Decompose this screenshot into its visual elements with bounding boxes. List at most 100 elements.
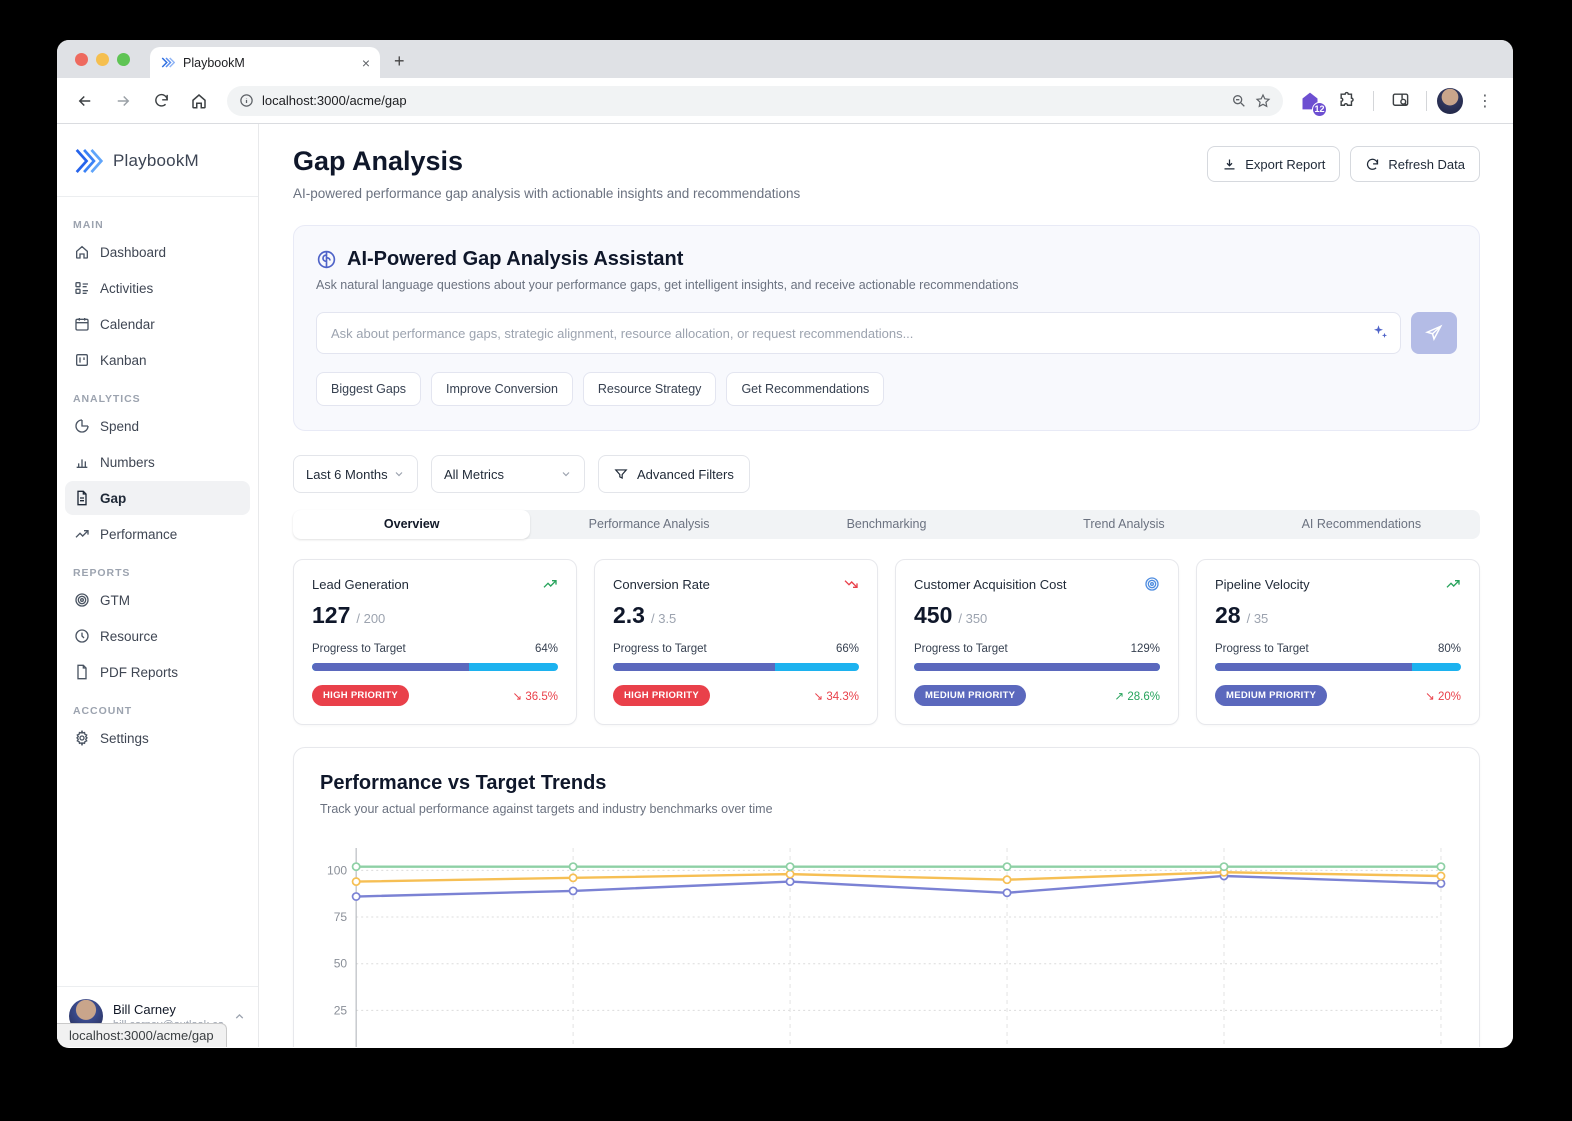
url-text[interactable]: localhost:3000/acme/gap <box>262 93 407 108</box>
advanced-filters-label: Advanced Filters <box>637 466 734 482</box>
export-report-button[interactable]: Export Report <box>1207 146 1341 182</box>
refresh-data-label: Refresh Data <box>1388 156 1465 172</box>
app-logo[interactable]: PlaybookM <box>57 124 258 197</box>
main-content: Gap Analysis AI-powered performance gap … <box>259 124 1513 1047</box>
tab-benchmarking[interactable]: Benchmarking <box>846 517 927 531</box>
sidebar-item-settings[interactable]: Settings <box>65 721 250 755</box>
refresh-data-button[interactable]: Refresh Data <box>1350 146 1480 182</box>
download-icon <box>1224 159 1235 169</box>
purple-extension-icon[interactable]: 12 <box>1295 86 1327 117</box>
extension-badge: 12 <box>1312 101 1327 117</box>
tab-performance-analysis[interactable]: Performance Analysis <box>588 517 710 531</box>
clock-icon <box>75 629 89 643</box>
browser-tab[interactable]: PlaybookM × <box>150 47 380 78</box>
change-indicator: ↘ 36.5% <box>512 690 558 703</box>
trending-down-icon <box>844 580 858 588</box>
sidebar-item-calendar[interactable]: Calendar <box>65 307 250 341</box>
zoom-out-icon[interactable] <box>1231 93 1247 109</box>
close-window-button[interactable] <box>75 53 88 66</box>
sidebar-item-numbers[interactable]: Numbers <box>65 445 250 479</box>
forward-icon[interactable] <box>107 85 139 117</box>
sidebar-item-label: Gap <box>100 490 127 506</box>
progress-label: Progress to Target <box>914 643 1008 655</box>
search-tabs-panel-icon[interactable] <box>1384 85 1416 117</box>
user-name: Bill Carney <box>113 1001 176 1017</box>
new-tab-button[interactable]: + <box>394 51 405 71</box>
metric-value: 127 <box>312 602 351 628</box>
sidebar-item-gtm[interactable]: GTM <box>65 583 250 617</box>
nav-section-label: MAIN <box>73 219 104 231</box>
tab-overview[interactable]: Overview <box>293 510 531 539</box>
tab-ai-recommendations[interactable]: AI Recommendations <box>1301 517 1422 531</box>
metric-target: / 35 <box>1246 611 1269 626</box>
home-icon[interactable] <box>183 85 215 117</box>
window-controls[interactable] <box>75 53 130 66</box>
metric-cards: Lead Generation 127 / 200 Progress to Ta… <box>293 559 1480 725</box>
progress-bar <box>914 663 1160 671</box>
trending-up-icon <box>1446 580 1460 588</box>
tab-trend-analysis[interactable]: Trend Analysis <box>1083 517 1165 531</box>
priority-badge: MEDIUM PRIORITY <box>914 685 1027 706</box>
metric-value: 450 <box>914 602 953 628</box>
metrics-select[interactable]: All Metrics <box>431 455 585 493</box>
back-icon[interactable] <box>69 85 101 117</box>
url-bar[interactable]: localhost:3000/acme/gap <box>227 85 1283 116</box>
change-indicator: ↘ 34.3% <box>813 690 859 703</box>
fullscreen-window-button[interactable] <box>117 53 130 66</box>
chip-resource-strategy[interactable]: Resource Strategy <box>582 372 717 406</box>
chip-biggest-gaps[interactable]: Biggest Gaps <box>316 372 422 406</box>
bookmark-star-icon[interactable] <box>1255 93 1271 109</box>
send-button[interactable] <box>1411 312 1457 354</box>
svg-text:75: 75 <box>334 910 348 924</box>
metric-target: / 3.5 <box>650 611 677 626</box>
metric-value: 28 <box>1215 602 1241 628</box>
site-info-icon[interactable] <box>239 93 254 108</box>
nav-section-label: ACCOUNT <box>73 705 133 717</box>
sidebar-item-label: GTM <box>100 592 130 608</box>
extensions-puzzle-icon[interactable] <box>1331 85 1363 117</box>
chart-subtitle: Track your actual performance against ta… <box>320 802 773 816</box>
browser-window: PlaybookM × + localhost:3000/acme/gap 12… <box>57 40 1513 1048</box>
svg-text:25: 25 <box>334 1003 348 1017</box>
reload-icon[interactable] <box>145 85 177 117</box>
sidebar-item-performance[interactable]: Performance <box>65 517 250 551</box>
sidebar-item-resource[interactable]: Resource <box>65 619 250 653</box>
sidebar-item-pdf-reports[interactable]: PDF Reports <box>65 655 250 689</box>
ai-question-input[interactable] <box>316 312 1401 354</box>
browser-menu-icon[interactable]: ⋮ <box>1477 92 1493 110</box>
metric-title: Pipeline Velocity <box>1215 576 1310 592</box>
browser-tabstrip: PlaybookM × + <box>57 40 1513 78</box>
metrics-value: All Metrics <box>444 466 504 482</box>
chevron-up-icon <box>235 1013 244 1019</box>
advanced-filters-button[interactable]: Advanced Filters <box>598 455 750 493</box>
sidebar-item-label: Dashboard <box>100 244 167 260</box>
metric-card-customer-acquisition-cost: Customer Acquisition Cost 450 / 350 Prog… <box>895 559 1179 725</box>
progress-label: Progress to Target <box>613 643 707 655</box>
progress-percent: 66% <box>835 643 859 655</box>
playbookm-logo-icon <box>75 149 104 173</box>
sidebar-item-spend[interactable]: Spend <box>65 409 250 443</box>
metric-target: / 200 <box>356 611 386 626</box>
metric-card-pipeline-velocity: Pipeline Velocity 28 / 35 Progress to Ta… <box>1196 559 1480 725</box>
home-icon <box>76 245 88 259</box>
sidebar: PlaybookM MAIN Dashboard Activities Cale… <box>57 124 259 1047</box>
sidebar-item-label: PDF Reports <box>100 664 179 680</box>
svg-text:100: 100 <box>327 863 347 877</box>
tab-close-icon[interactable]: × <box>361 54 370 71</box>
gear-icon <box>76 730 88 746</box>
chip-improve-conversion[interactable]: Improve Conversion <box>431 372 573 406</box>
sidebar-item-kanban[interactable]: Kanban <box>65 343 250 377</box>
sidebar-item-dashboard[interactable]: Dashboard <box>65 235 250 269</box>
time-range-select[interactable]: Last 6 Months <box>293 455 418 493</box>
refresh-icon <box>1367 158 1379 170</box>
sidebar-item-label: Performance <box>100 526 178 542</box>
sidebar-item-activities[interactable]: Activities <box>65 271 250 305</box>
chip-get-recommendations[interactable]: Get Recommendations <box>726 372 885 406</box>
toolbar-divider <box>1373 90 1374 111</box>
browser-profile-avatar[interactable] <box>1437 87 1463 114</box>
ai-assistant-title: AI-Powered Gap Analysis Assistant <box>347 248 684 270</box>
priority-badge: MEDIUM PRIORITY <box>1215 685 1328 706</box>
ai-assistant-subtitle: Ask natural language questions about you… <box>316 278 1019 292</box>
sidebar-item-gap[interactable]: Gap <box>65 481 250 515</box>
minimize-window-button[interactable] <box>96 53 109 66</box>
